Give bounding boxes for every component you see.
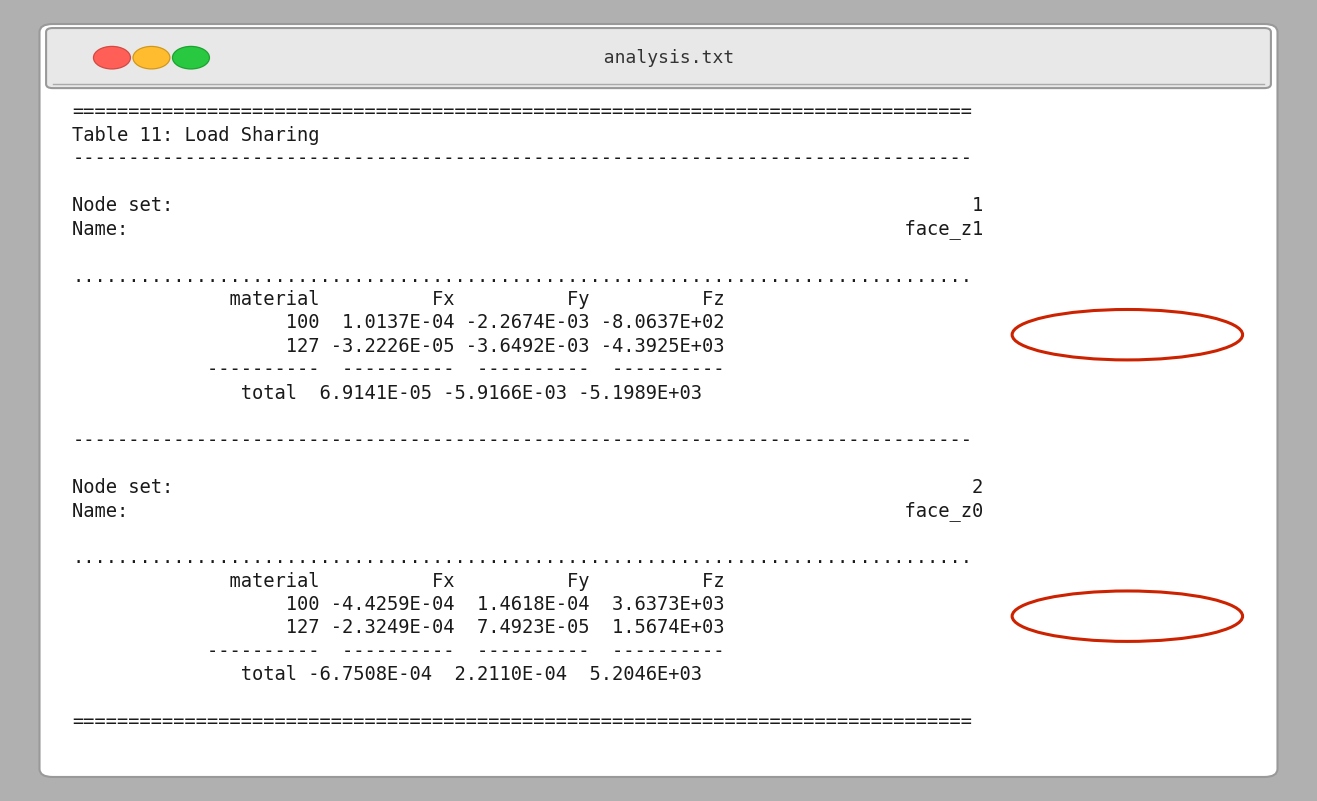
Text: ................................................................................: ........................................… <box>72 267 972 286</box>
Text: ................................................................................: ........................................… <box>72 548 972 567</box>
Text: Name:                                                                     face_z: Name: face_z <box>72 219 984 239</box>
Text: 127 -3.2226E-05 -3.6492E-03 -4.3925E+03: 127 -3.2226E-05 -3.6492E-03 -4.3925E+03 <box>72 337 724 356</box>
Circle shape <box>173 46 209 69</box>
Text: total  6.9141E-05 -5.9166E-03 -5.1989E+03: total 6.9141E-05 -5.9166E-03 -5.1989E+03 <box>72 384 702 403</box>
Circle shape <box>133 46 170 69</box>
Text: --------------------------------------------------------------------------------: ----------------------------------------… <box>72 149 972 168</box>
Text: --------------------------------------------------------------------------------: ----------------------------------------… <box>72 431 972 450</box>
FancyBboxPatch shape <box>40 24 1277 777</box>
Text: ================================================================================: ========================================… <box>72 103 972 122</box>
Text: 100 -4.4259E-04  1.4618E-04  3.6373E+03: 100 -4.4259E-04 1.4618E-04 3.6373E+03 <box>72 595 724 614</box>
Text: ================================================================================: ========================================… <box>72 712 972 731</box>
Text: ----------  ----------  ----------  ----------: ---------- ---------- ---------- -------… <box>72 360 724 380</box>
Circle shape <box>94 46 130 69</box>
Text: analysis.txt: analysis.txt <box>582 49 735 66</box>
Text: total -6.7508E-04  2.2110E-04  5.2046E+03: total -6.7508E-04 2.2110E-04 5.2046E+03 <box>72 666 702 684</box>
Text: Node set:                                                                       : Node set: <box>72 196 984 215</box>
FancyBboxPatch shape <box>46 28 1271 88</box>
Text: material          Fx          Fy          Fz: material Fx Fy Fz <box>72 571 724 590</box>
Text: ----------  ----------  ----------  ----------: ---------- ---------- ---------- -------… <box>72 642 724 661</box>
Text: 100  1.0137E-04 -2.2674E-03 -8.0637E+02: 100 1.0137E-04 -2.2674E-03 -8.0637E+02 <box>72 313 724 332</box>
Text: Node set:                                                                       : Node set: <box>72 477 984 497</box>
Text: Table 11: Load Sharing: Table 11: Load Sharing <box>72 126 320 145</box>
Text: Name:                                                                     face_z: Name: face_z <box>72 501 984 521</box>
Text: 127 -2.3249E-04  7.4923E-05  1.5674E+03: 127 -2.3249E-04 7.4923E-05 1.5674E+03 <box>72 618 724 638</box>
Text: material          Fx          Fy          Fz: material Fx Fy Fz <box>72 290 724 309</box>
